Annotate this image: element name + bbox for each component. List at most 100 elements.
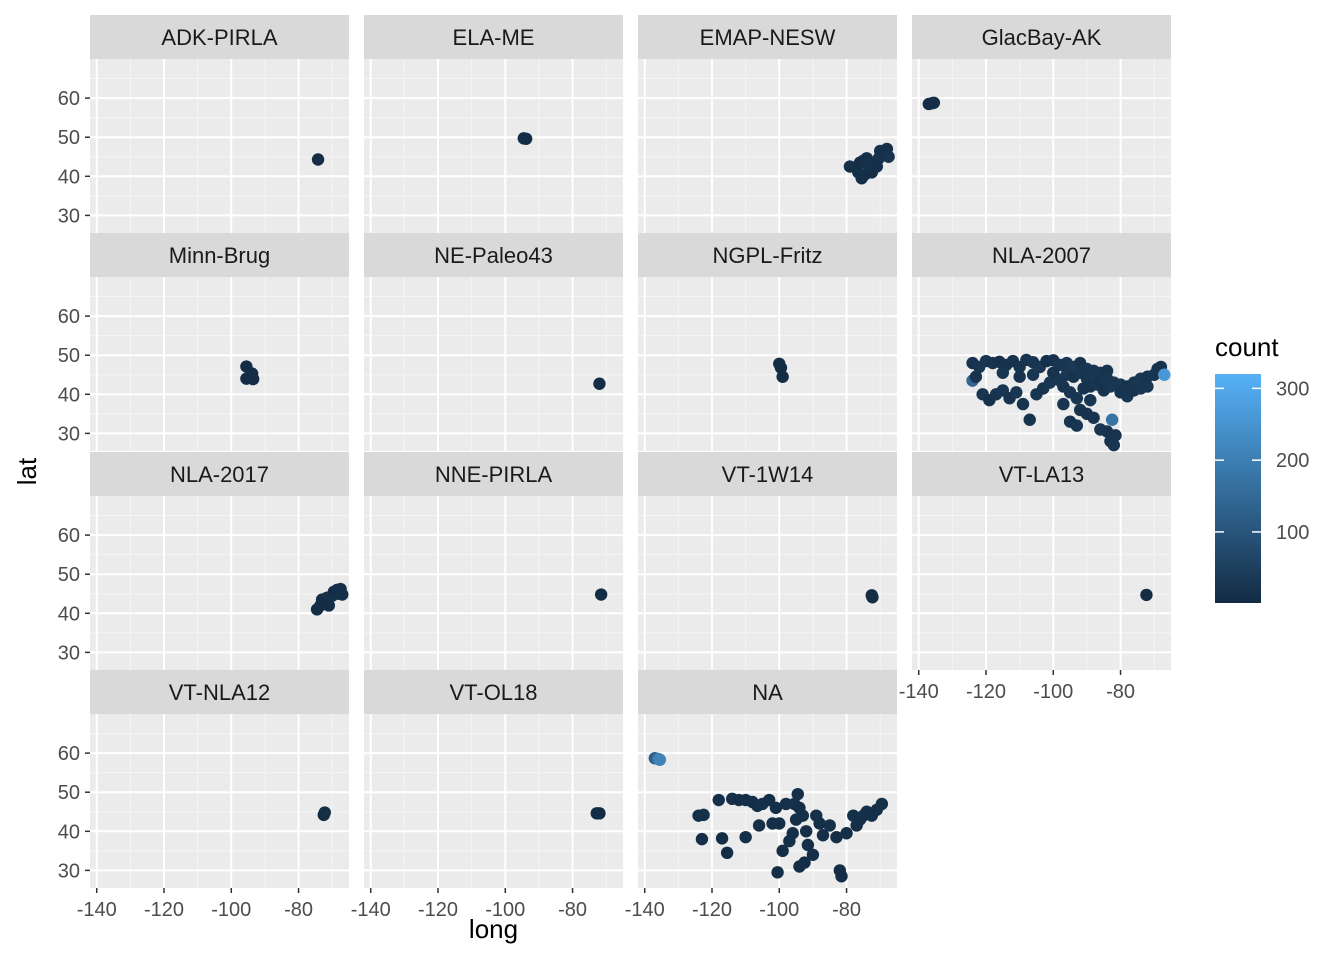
y-tick-label: 40 bbox=[58, 603, 80, 625]
data-point bbox=[866, 591, 879, 604]
y-tick-label: 60 bbox=[58, 525, 80, 547]
legend: count 100 200 300 bbox=[1215, 332, 1309, 603]
data-point bbox=[752, 819, 766, 832]
data-point bbox=[786, 827, 799, 840]
facet-label: NGPL-Fritz bbox=[713, 243, 823, 268]
legend-title: count bbox=[1215, 332, 1279, 362]
data-point bbox=[996, 366, 1010, 379]
data-point bbox=[798, 856, 811, 869]
facet-strip bbox=[638, 15, 897, 59]
x-tick-label: -80 bbox=[832, 899, 861, 921]
data-point bbox=[1100, 372, 1114, 385]
panel-background bbox=[364, 59, 623, 233]
data-point bbox=[1140, 588, 1153, 602]
data-point bbox=[776, 844, 789, 858]
y-tick-label: 30 bbox=[58, 205, 80, 227]
x-tick-label: -100 bbox=[485, 899, 525, 921]
x-tick-label: -120 bbox=[692, 899, 732, 921]
x-tick-label: -120 bbox=[966, 681, 1006, 703]
data-point bbox=[791, 787, 804, 801]
facet-strip bbox=[364, 15, 623, 59]
y-tick-label: 50 bbox=[58, 127, 80, 149]
facet-strip bbox=[90, 670, 349, 714]
data-point bbox=[318, 806, 331, 819]
legend-tick-label: 300 bbox=[1276, 378, 1309, 400]
data-point bbox=[697, 808, 710, 822]
facet-label: NNE-PIRLA bbox=[435, 462, 553, 487]
data-point bbox=[1070, 392, 1084, 405]
data-point bbox=[810, 809, 823, 822]
data-point bbox=[1073, 403, 1087, 417]
data-point bbox=[653, 753, 667, 766]
data-point bbox=[1158, 368, 1171, 381]
panel-background bbox=[638, 496, 897, 670]
data-point bbox=[870, 160, 884, 173]
y-tick-label: 50 bbox=[58, 345, 80, 367]
x-tick-label: -80 bbox=[1106, 681, 1135, 703]
data-point bbox=[1013, 370, 1026, 383]
facet-strip bbox=[364, 670, 623, 714]
data-point bbox=[519, 132, 533, 145]
data-point bbox=[799, 825, 813, 838]
legend-colorbar bbox=[1215, 374, 1261, 603]
facet-label: VT-1W14 bbox=[722, 462, 814, 487]
data-point bbox=[1141, 380, 1154, 393]
data-point bbox=[773, 817, 786, 830]
data-point bbox=[927, 96, 941, 109]
facet-panel: VT-OL18 -140 -120 -100 -80 bbox=[351, 670, 623, 921]
y-tick-label: 60 bbox=[58, 743, 80, 765]
data-point bbox=[830, 830, 843, 844]
facet-strip bbox=[90, 233, 349, 277]
facet-label: GlacBay-AK bbox=[982, 25, 1102, 50]
facet-panel: NNE-PIRLA bbox=[364, 452, 623, 670]
data-point bbox=[1109, 429, 1122, 442]
x-tick-label: -140 bbox=[77, 899, 117, 921]
facet-strip bbox=[364, 452, 623, 496]
data-point bbox=[789, 813, 803, 826]
panel-background bbox=[638, 59, 897, 233]
y-tick-label: 50 bbox=[58, 782, 80, 804]
x-tick-label: -120 bbox=[418, 899, 458, 921]
facet-label: ELA-ME bbox=[453, 25, 535, 50]
y-tick-label: 60 bbox=[58, 306, 80, 328]
panel-background bbox=[90, 496, 349, 670]
facet-strip bbox=[912, 15, 1171, 59]
facet-panel: VT-LA13 -140 -120 -100 -80 bbox=[899, 452, 1171, 703]
data-point bbox=[1016, 397, 1030, 411]
data-point bbox=[245, 367, 259, 380]
data-point bbox=[882, 150, 895, 163]
facet-panel: NGPL-Fritz bbox=[638, 233, 897, 451]
facet-label: VT-OL18 bbox=[449, 680, 537, 705]
data-point bbox=[712, 793, 725, 807]
data-point bbox=[715, 832, 729, 845]
facet-panel: Minn-Brug 30 40 50 60 bbox=[58, 233, 349, 451]
facet-strip bbox=[912, 452, 1171, 496]
panel-background bbox=[912, 59, 1171, 233]
y-tick-label: 40 bbox=[58, 384, 80, 406]
facet-panel: GlacBay-AK bbox=[912, 15, 1171, 233]
facet-panel: EMAP-NESW bbox=[638, 15, 897, 233]
facet-panel: VT-1W14 bbox=[638, 452, 897, 670]
facet-panel: ELA-ME bbox=[364, 15, 623, 233]
data-point bbox=[739, 830, 752, 844]
facet-strip bbox=[90, 15, 349, 59]
panel-background bbox=[90, 714, 349, 888]
data-point bbox=[593, 377, 606, 390]
facet-strip bbox=[912, 233, 1171, 277]
y-tick-label: 30 bbox=[58, 423, 80, 445]
data-point bbox=[322, 599, 336, 612]
x-tick-label: -140 bbox=[351, 899, 391, 921]
legend-tick-label: 200 bbox=[1276, 450, 1309, 472]
y-axis-title: lat bbox=[12, 457, 42, 485]
facet-label: NA bbox=[752, 680, 783, 705]
facet-label: NLA-2017 bbox=[170, 462, 269, 487]
panel-background bbox=[90, 277, 349, 451]
data-point bbox=[1057, 397, 1070, 411]
legend-tick-label: 100 bbox=[1276, 522, 1309, 544]
y-tick-label: 30 bbox=[58, 642, 80, 664]
data-point bbox=[695, 832, 709, 846]
data-point bbox=[1070, 419, 1084, 432]
y-tick-label: 50 bbox=[58, 564, 80, 586]
facet-label: Minn-Brug bbox=[169, 243, 270, 268]
